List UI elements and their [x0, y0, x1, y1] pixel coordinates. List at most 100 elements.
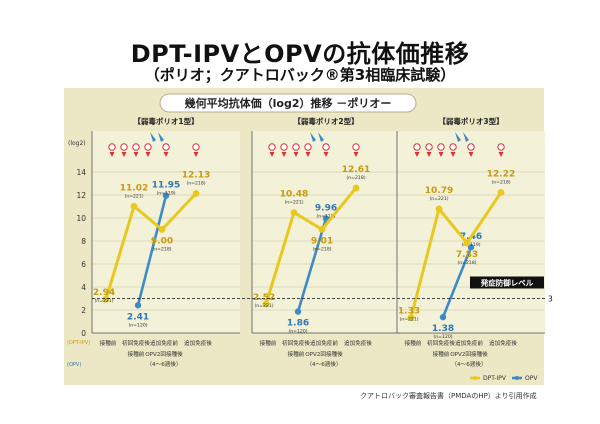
dose-arrow-icon: [109, 152, 115, 157]
data-point-dpt: [497, 189, 505, 196]
dose-arrow-icon: [163, 152, 169, 157]
x-tick-label: 接種前: [405, 339, 422, 347]
series-line-opv: [136, 195, 168, 306]
sample-size-dpt: (n=221): [94, 298, 113, 304]
series-line-dpt: [264, 187, 358, 305]
data-point-dpt: [352, 184, 360, 192]
data-label-opv: 1.86: [287, 319, 309, 329]
data-point-dpt: [158, 226, 166, 233]
dose-arrow-icon: [426, 152, 432, 157]
dose-marker-icon: [280, 143, 288, 151]
page-title: DPT-IPVとOPVの抗体価推移: [130, 40, 470, 68]
data-label-opv: 11.95: [152, 181, 180, 191]
y-tick-label: 2: [81, 306, 86, 315]
dose-marker-icon: [449, 143, 457, 151]
panel-title: 【弱毒ポリオ1型】: [133, 116, 198, 126]
sample-size-dpt: (n=218): [152, 247, 171, 253]
series-line-dpt: [104, 192, 198, 300]
dose-marker-icon: [132, 143, 140, 151]
oral-dose-icon: [455, 132, 461, 142]
data-label-dpt: 9.00: [151, 237, 173, 247]
x-tick-label: 追加免疫前: [150, 339, 178, 347]
data-label-dpt: 12.13: [182, 171, 210, 181]
dose-arrow-icon: [414, 152, 420, 157]
data-label-dpt: 12.22: [487, 169, 515, 179]
dose-arrow-icon: [353, 152, 359, 157]
panel-title: 【弱毒ポリオ2型】: [293, 116, 358, 126]
data-label-dpt: 2.52: [253, 293, 275, 303]
data-label-dpt: 2.94: [93, 288, 115, 298]
data-point-dpt: [102, 295, 110, 303]
data-label-dpt: 7.83: [456, 250, 478, 260]
y-tick-label: 4: [81, 283, 86, 292]
data-label-opv: 9.96: [315, 203, 337, 213]
dose-marker-icon: [425, 143, 433, 151]
data-point-opv: [439, 313, 447, 321]
data-point-dpt: [435, 205, 443, 213]
sample-size-dpt: (n=218): [186, 181, 205, 187]
dose-arrow-icon: [281, 152, 287, 157]
dose-arrow-icon: [269, 152, 275, 157]
panel-1: 【弱毒ポリオ1型】2.41(n=120)11.95(n=119)2.94(n=2…: [91, 116, 240, 368]
dose-marker-icon: [437, 143, 445, 151]
plot-area: [397, 131, 545, 333]
dose-marker-icon: [162, 143, 170, 151]
dose-arrow-icon: [145, 152, 151, 157]
data-label-opv: 1.38: [432, 324, 454, 334]
panel-2: 【弱毒ポリオ2型】1.86(n=120)9.96(n=119)2.52(n=22…: [251, 116, 400, 368]
plot-area: [92, 131, 240, 333]
x-tick-label: 接種前: [100, 339, 117, 347]
oral-dose-icon: [463, 132, 469, 142]
legend-marker: [515, 376, 519, 380]
y-tick-label: 10: [76, 214, 86, 223]
data-point-opv: [134, 302, 142, 309]
dose-marker-icon: [120, 143, 128, 151]
sample-size-opv: (n=119): [156, 191, 175, 197]
x-tick-label: 接種前: [128, 350, 145, 358]
data-point-opv: [294, 308, 302, 315]
data-point-dpt: [463, 239, 471, 247]
data-point-opv: [322, 215, 330, 222]
sample-size-dpt: (n=218): [346, 175, 365, 181]
data-point-dpt: [262, 300, 270, 308]
sample-size-dpt: (n=221): [399, 317, 418, 323]
series-line-opv: [296, 218, 328, 312]
data-point-opv: [467, 244, 475, 251]
source-note: クアトロバック審査報告書（PMDAのHP）より引用作成: [360, 392, 537, 400]
x-tick-label: 追加免疫後: [184, 339, 212, 347]
sample-size-dpt: (n=221): [284, 199, 303, 205]
x-tick-label: 接種前: [260, 339, 277, 347]
data-label-dpt: 1.33: [398, 307, 420, 317]
y-tick-label: 12: [76, 191, 86, 200]
dose-arrow-icon: [468, 152, 474, 157]
data-label-opv: 2.41: [127, 312, 149, 322]
plot-area: [252, 131, 400, 333]
dose-marker-icon: [144, 143, 152, 151]
dose-arrow-icon: [121, 152, 127, 157]
sample-size-dpt: (n=221): [254, 303, 273, 309]
dose-marker-icon: [268, 143, 276, 151]
x-tick-label: （4～6週後）: [306, 360, 341, 368]
y-axis-label: (log2): [68, 140, 86, 147]
sample-size-dpt: (n=221): [429, 196, 448, 202]
reference-label: 発症防御レベル: [480, 278, 534, 288]
dose-arrow-icon: [498, 152, 504, 157]
sample-size-opv: (n=120): [288, 329, 307, 335]
sample-size-dpt: (n=218): [457, 260, 476, 266]
series-line-dpt: [409, 191, 503, 319]
x-tick-label: 追加免疫前: [310, 339, 338, 347]
chart-title: 幾何平均抗体価（log2）推移 －ポリオー: [185, 96, 392, 110]
dose-arrow-icon: [438, 152, 444, 157]
x-tick-label: 接種前: [433, 350, 450, 358]
x-tick-label: OPV2回接種後: [305, 350, 343, 358]
data-label-dpt: 9.01: [311, 236, 333, 246]
x-tick-label: 初回免疫後: [122, 339, 150, 347]
data-label-dpt: 10.48: [280, 189, 308, 199]
chart-title-banner: [159, 93, 417, 113]
data-point-dpt: [130, 202, 138, 210]
legend-marker: [473, 376, 477, 380]
dose-marker-icon: [304, 143, 312, 151]
page-subtitle: （ポリオ；クアトロバック®第3相臨床試験）: [144, 66, 456, 84]
row-label-dpt: (DPT-IPV): [67, 340, 90, 346]
x-tick-label: （4～6週後）: [146, 360, 181, 368]
